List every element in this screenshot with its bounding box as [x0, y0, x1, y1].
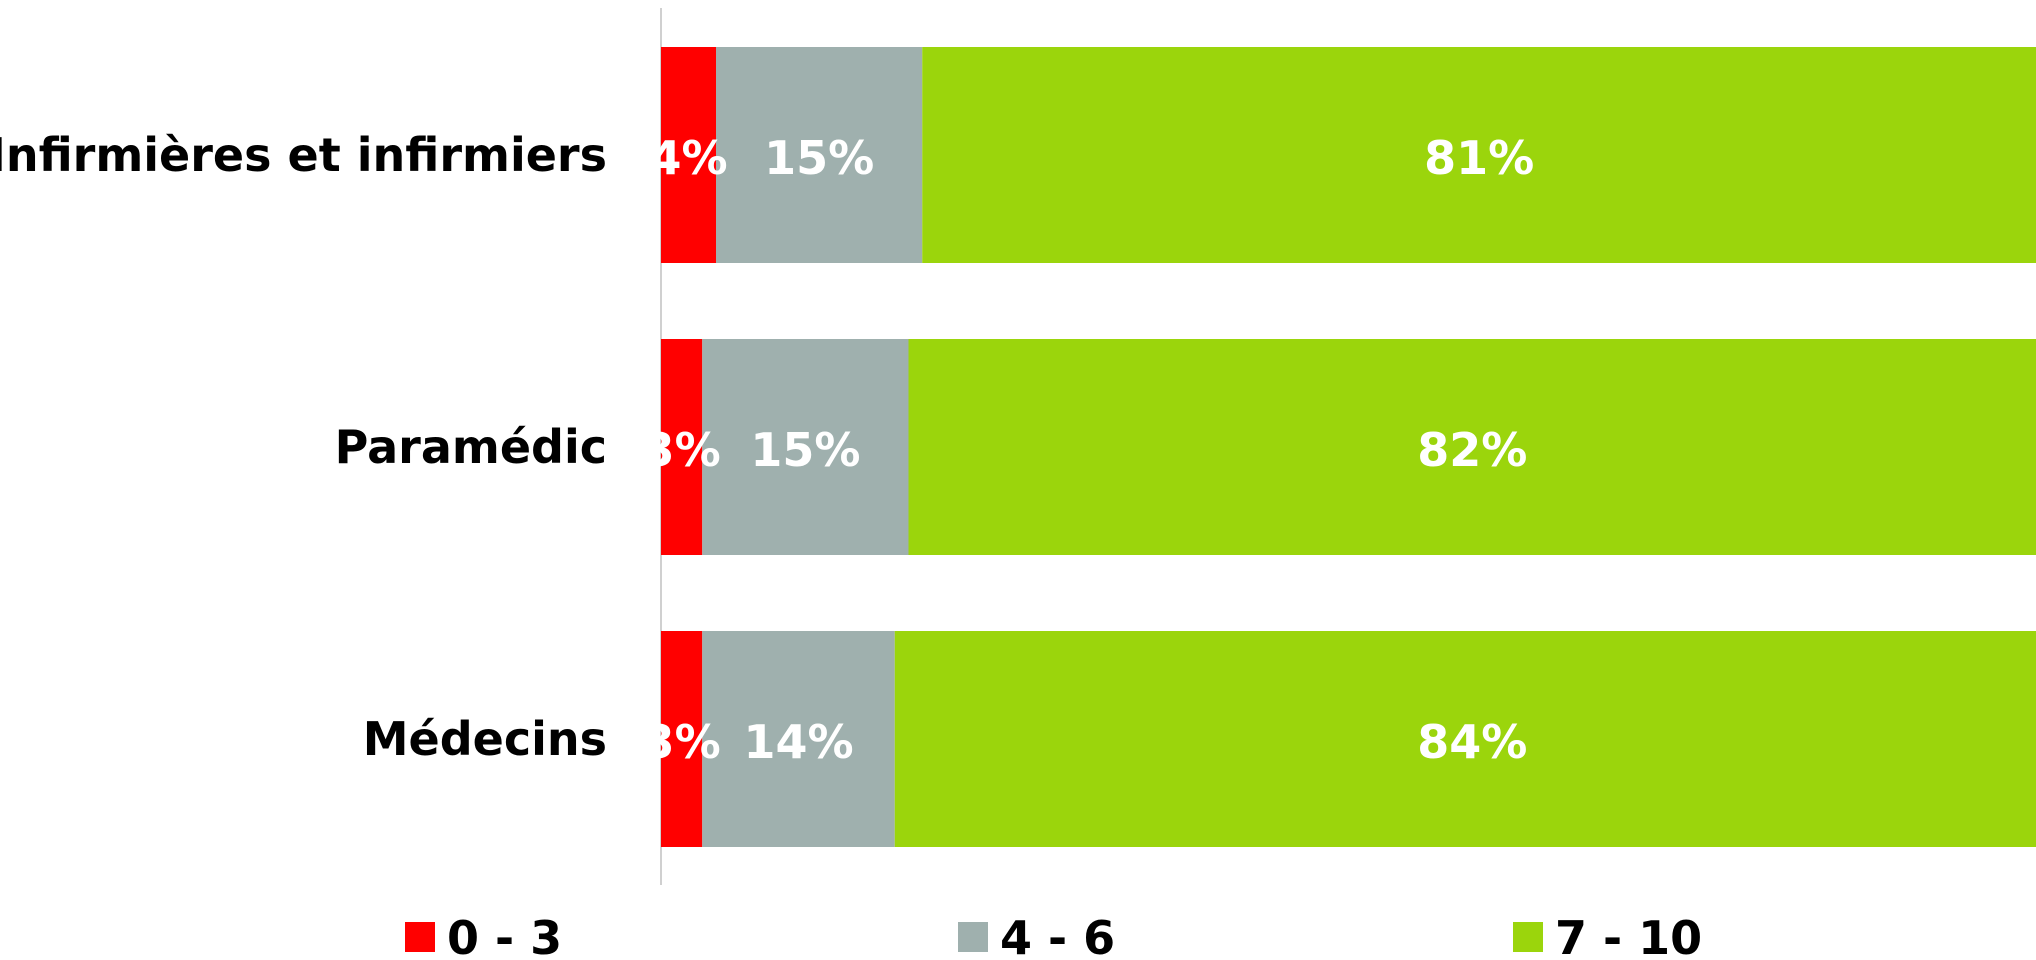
data-label-paramedic-4-6: 15%	[750, 423, 860, 477]
bar-medecins-4-6	[702, 631, 895, 847]
legend-swatch-0-3	[405, 922, 435, 952]
legend-swatch-4-6	[958, 922, 988, 952]
bar-paramedic-7-10	[908, 339, 2036, 555]
bar-paramedic-0-3	[661, 339, 703, 555]
data-label-infirmieres-et-infirmiers-4-6: 15%	[764, 131, 874, 185]
legend: 0 - 3 4 - 6 7 - 10	[405, 911, 1702, 960]
data-label-medecins-4-6: 14%	[743, 715, 853, 769]
data-label-paramedic-0-3: 3%	[643, 423, 721, 477]
bar-infirmieres-et-infirmiers-7-10	[922, 47, 2036, 263]
legend-label-0-3: 0 - 3	[447, 911, 562, 960]
category-label-medecins: Médecins	[363, 712, 607, 766]
data-label-medecins-7-10: 84%	[1417, 715, 1527, 769]
bars-layer	[661, 47, 2036, 847]
data-label-infirmieres-et-infirmiers-0-3: 4%	[649, 131, 727, 185]
bar-paramedic-4-6	[702, 339, 909, 555]
data-label-infirmieres-et-infirmiers-7-10: 81%	[1424, 131, 1534, 185]
bar-infirmieres-et-infirmiers-4-6	[716, 47, 923, 263]
bar-infirmieres-et-infirmiers-0-3	[661, 47, 716, 263]
legend-swatch-7-10	[1513, 922, 1543, 952]
legend-label-7-10: 7 - 10	[1555, 911, 1702, 960]
bar-medecins-0-3	[661, 631, 703, 847]
data-label-paramedic-7-10: 82%	[1417, 423, 1527, 477]
legend-label-4-6: 4 - 6	[1000, 911, 1115, 960]
category-label-paramedic: Paramédic	[335, 420, 607, 474]
bar-medecins-7-10	[894, 631, 2036, 847]
labels-layer: Infirmières et infirmiers 4% 15% 81% Paraméd…	[0, 128, 1534, 769]
data-label-medecins-0-3: 3%	[643, 715, 721, 769]
category-label-infirmieres-et-infirmiers: Infirmières et infirmiers	[0, 128, 607, 182]
